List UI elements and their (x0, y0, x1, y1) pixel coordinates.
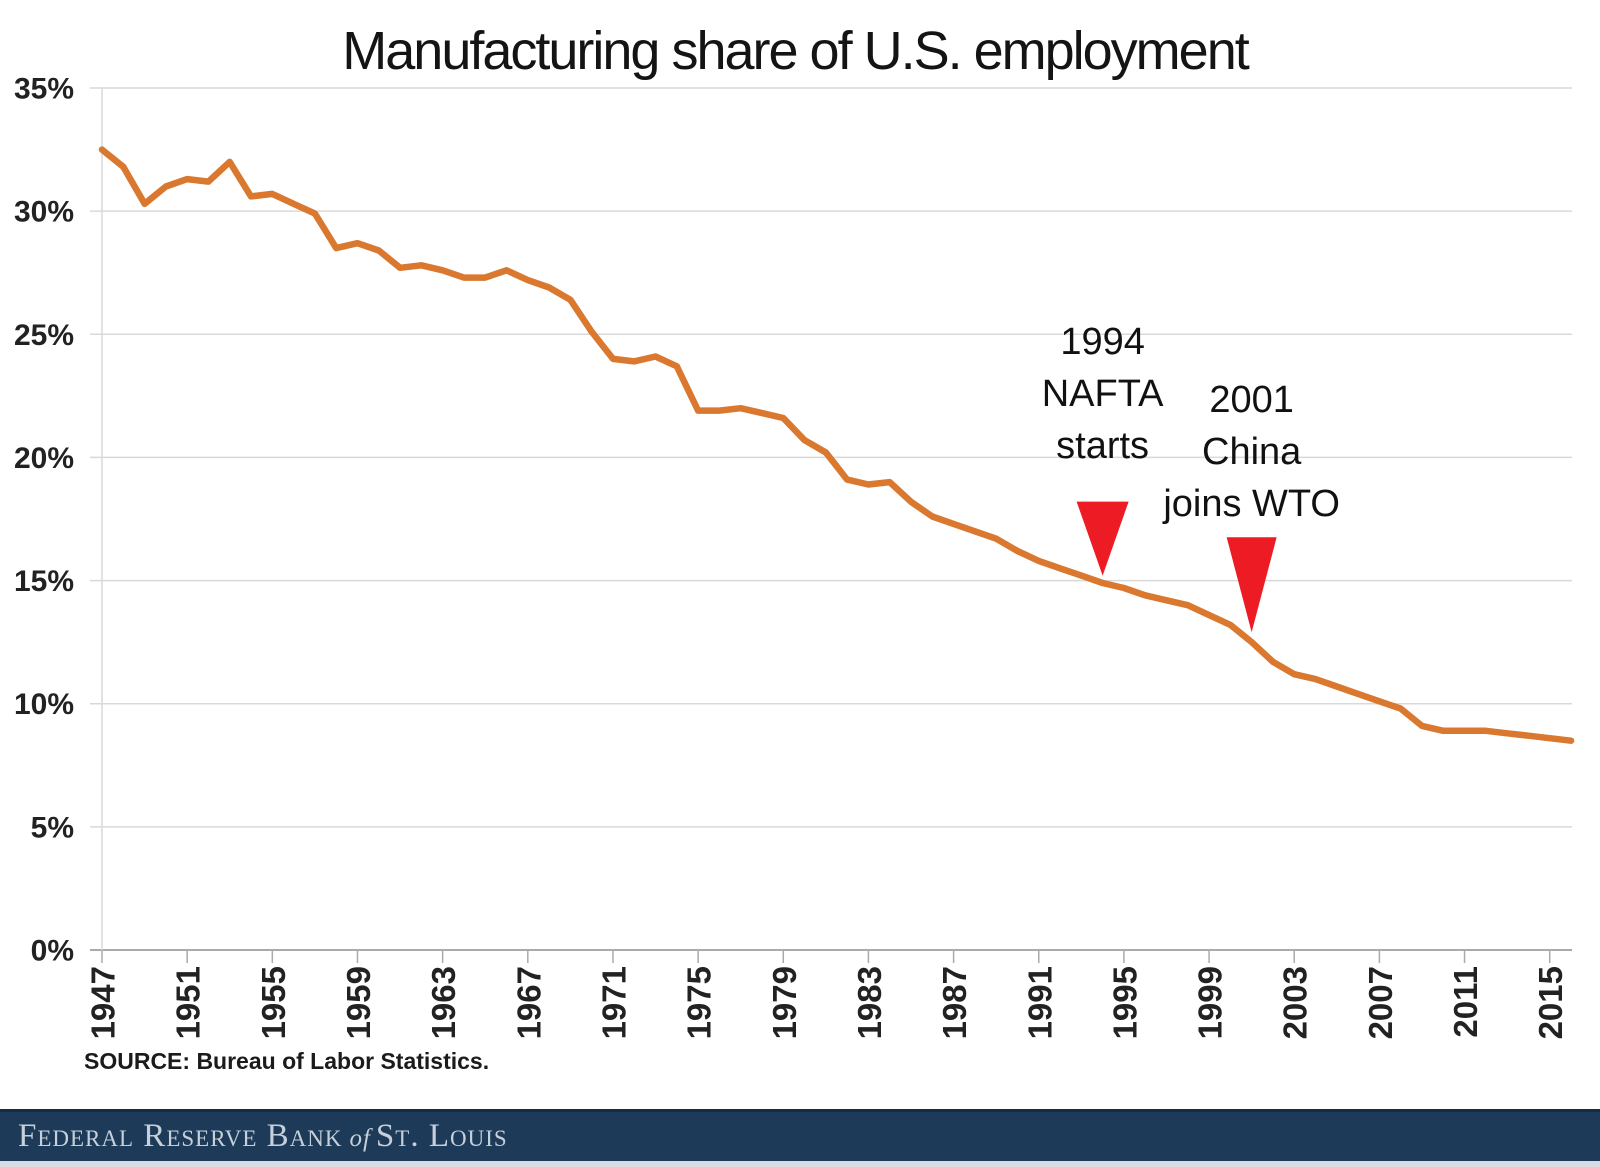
frb-stlouis-logo: Federal Reserve Bank of St. Louis (18, 1118, 508, 1155)
footer-bottom-strip (0, 1161, 1600, 1167)
y-tick-label: 20% (14, 442, 74, 475)
x-tick-label: 1987 (936, 966, 973, 1039)
footer-banner: Federal Reserve Bank of St. Louis (0, 1109, 1600, 1161)
y-tick-label: 10% (14, 688, 74, 721)
x-tick-label: 2011 (1447, 966, 1484, 1038)
nafta-annotation-text: NAFTA (1042, 373, 1164, 415)
y-tick-label: 15% (14, 565, 74, 598)
china-wto-annotation-text: joins WTO (1162, 483, 1340, 525)
x-tick-label: 1975 (681, 966, 718, 1039)
x-tick-label: 1995 (1106, 966, 1143, 1039)
y-tick-label: 0% (31, 935, 74, 968)
x-tick-label: 2007 (1362, 966, 1399, 1039)
china-wto-annotation-text: 2001 (1209, 379, 1294, 421)
x-tick-label: 2015 (1532, 966, 1569, 1039)
x-tick-label: 1967 (510, 966, 547, 1039)
x-tick-label: 1971 (595, 966, 632, 1039)
y-tick-label: 30% (14, 196, 74, 229)
x-tick-label: 1963 (425, 966, 462, 1039)
x-tick-label: 1947 (85, 966, 122, 1039)
employment-line-chart: 35% 30% 25% 20% 15% 10% 5% 0% 1947 1951 1955 1959 19… (14, 73, 1575, 1039)
x-tick-label: 2003 (1277, 966, 1314, 1039)
nafta-annotation-text: starts (1056, 425, 1149, 467)
x-tick-label: 1999 (1192, 966, 1229, 1039)
china-wto-arrow-icon (1226, 537, 1277, 633)
china-wto-annotation-text: China (1202, 431, 1302, 473)
footer-city: St. Louis (375, 1118, 508, 1154)
nafta-annotation-text: 1994 (1060, 321, 1145, 363)
x-tick-label: 1979 (766, 966, 803, 1039)
x-tick-label: 1983 (851, 966, 888, 1039)
x-tick-label: 1955 (255, 966, 292, 1039)
employment-share-line (98, 146, 1575, 744)
chart-title: Manufacturing share of U.S. employment (342, 21, 1249, 81)
nafta-arrow-icon (1076, 501, 1129, 576)
y-tick-label: 5% (31, 811, 74, 844)
x-tick-label: 1991 (1021, 966, 1058, 1039)
x-tick-label: 1959 (340, 966, 377, 1039)
y-tick-label: 35% (14, 73, 74, 106)
footer-of: of (349, 1125, 371, 1152)
y-tick-label: 25% (14, 319, 74, 352)
source-note: SOURCE: Bureau of Labor Statistics. (84, 1048, 490, 1074)
x-tick-label: 1951 (170, 966, 207, 1039)
footer-bank-name: Federal Reserve Bank (18, 1118, 343, 1154)
